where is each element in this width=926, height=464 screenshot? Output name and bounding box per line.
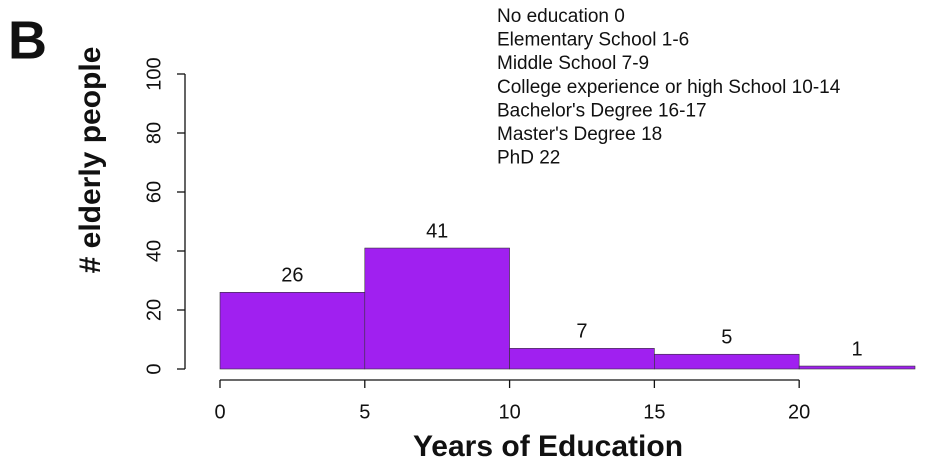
x-tick-label: 20	[788, 401, 810, 423]
bar	[219, 291, 366, 370]
annotation: Master's Degree 18	[497, 124, 662, 145]
annotation: Elementary School 1-6	[497, 30, 689, 51]
annotation: College experience or high School 10-14	[497, 77, 841, 98]
y-tick-label: 20	[143, 299, 165, 321]
annotation: Bachelor's Degree 16-17	[497, 100, 707, 121]
data-label: 41	[426, 220, 448, 242]
data-label: 5	[721, 327, 732, 349]
panel-label: B	[8, 10, 47, 70]
y-tick-label: 60	[143, 181, 165, 203]
y-tick-label: 80	[143, 122, 165, 144]
x-axis-title: Years of Education	[413, 430, 683, 463]
data-label: 26	[281, 265, 303, 287]
data-label: 7	[576, 321, 587, 343]
y-tick-label: 100	[143, 57, 165, 90]
x-tick-label: 5	[359, 401, 370, 423]
bar	[654, 353, 800, 370]
bar	[509, 348, 655, 370]
x-tick-label: 0	[214, 401, 225, 423]
annotation: No education 0	[497, 6, 625, 27]
annotation: PhD 22	[497, 148, 560, 169]
data-label: 1	[852, 338, 863, 360]
y-tick-label: 0	[143, 363, 165, 374]
y-tick-label: 40	[143, 240, 165, 262]
bar	[364, 247, 510, 370]
x-tick-label: 10	[498, 401, 520, 423]
annotation: Middle School 7-9	[497, 53, 649, 74]
bar	[798, 365, 916, 370]
y-axis-title: # elderly people	[74, 47, 107, 274]
x-tick-label: 15	[643, 401, 665, 423]
